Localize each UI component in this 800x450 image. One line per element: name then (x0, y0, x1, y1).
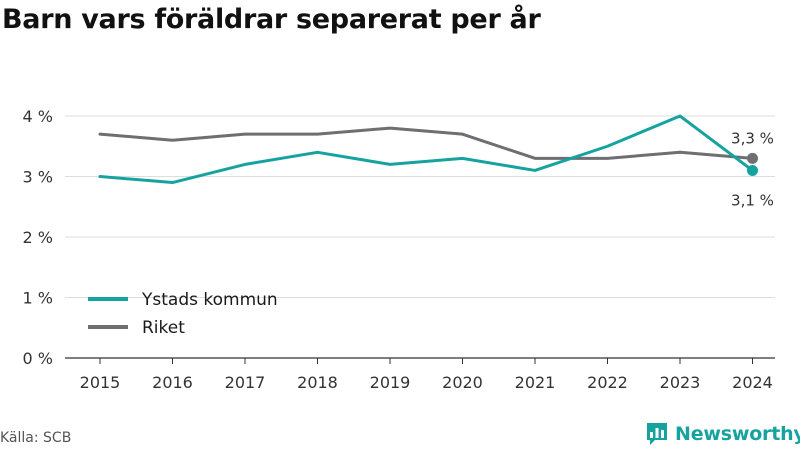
newsworthy-chart-icon (647, 423, 667, 445)
legend-label: Ystads kommun (141, 290, 278, 310)
newsworthy-logo: Newsworthy (645, 419, 800, 449)
legend: Ystads kommun Riket (88, 290, 278, 338)
end-value-label: 3,3 % (731, 129, 774, 147)
y-tick-label: 4 % (23, 107, 53, 126)
x-tick-label: 2023 (660, 373, 701, 392)
y-tick-label: 1 % (23, 289, 53, 308)
x-axis: 2015 2016 2017 2018 2019 2020 2021 2022 2023 2024 (80, 358, 773, 392)
x-tick-label: 2024 (732, 373, 773, 392)
x-tick-label: 2015 (80, 373, 121, 392)
end-point-ystads-kommun (747, 164, 758, 176)
series-line-riket (98, 126, 754, 160)
end-point-riket (747, 152, 758, 164)
series-lines (98, 114, 758, 185)
x-tick-label: 2021 (515, 373, 556, 392)
source-note: Källa: SCB (0, 430, 72, 446)
legend-label: Riket (142, 318, 185, 338)
end-value-label: 3,1 % (731, 191, 774, 209)
grid-lines (65, 115, 775, 359)
x-tick-label: 2018 (297, 373, 338, 392)
end-labels: 3,1 % 3,3 % (731, 129, 774, 209)
y-tick-label: 0 % (23, 349, 53, 368)
x-tick-label: 2022 (587, 373, 628, 392)
y-tick-label: 3 % (23, 168, 53, 187)
line-chart: 0 % 1 % 2 % 3 % 4 % 2015 2016 2017 2018 2019 2020… (23, 107, 775, 392)
y-tick-label: 2 % (23, 228, 53, 247)
x-tick-label: 2020 (442, 373, 483, 392)
series-line-ystads-kommun (98, 114, 754, 185)
x-tick-label: 2017 (225, 373, 266, 392)
brand-name: Newsworthy (675, 423, 800, 445)
chart-title: Barn vars föräldrar separerat per år (2, 4, 541, 35)
x-tick-label: 2019 (370, 373, 411, 392)
x-tick-label: 2016 (152, 373, 193, 392)
y-axis-tick-labels: 0 % 1 % 2 % 3 % 4 % (23, 107, 53, 368)
